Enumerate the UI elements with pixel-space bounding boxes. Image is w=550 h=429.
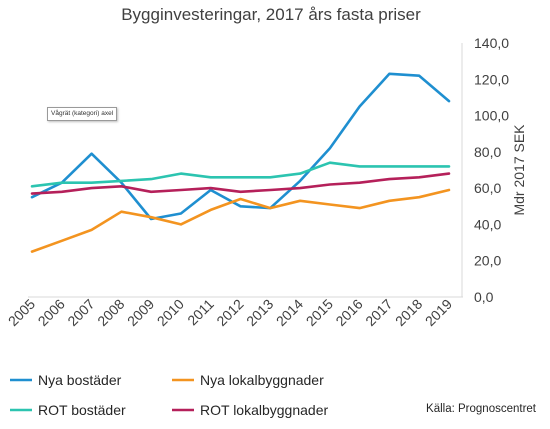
x-tick-label: 2008 — [94, 296, 127, 329]
chart-title: Bygginvesteringar, 2017 års fasta priser — [121, 5, 421, 24]
x-tick-label: 2019 — [422, 296, 455, 329]
y-tick-label: 60,0 — [474, 180, 501, 196]
legend: Nya bostäder Nya lokalbyggnader ROT bostäd… — [10, 372, 328, 418]
x-tick-label: 2017 — [362, 296, 395, 329]
x-tick-label: 2006 — [35, 296, 68, 329]
y-tick-label: 40,0 — [474, 216, 501, 232]
legend-label-0: Nya bostäder — [38, 372, 122, 388]
y-tick-label: 100,0 — [474, 108, 509, 124]
series-line-3 — [30, 172, 451, 195]
plot-area — [28, 43, 463, 298]
y-tick-label: 140,0 — [474, 35, 509, 51]
legend-label-2: ROT bostäder — [38, 402, 126, 418]
series-line-1 — [30, 188, 451, 253]
x-tick-label: 2013 — [243, 296, 276, 329]
series-line-2 — [30, 161, 451, 188]
y-axis-label: Mdr 2017 SEK — [511, 124, 527, 216]
x-tick-label: 2012 — [213, 296, 246, 329]
x-tick-label: 2015 — [303, 296, 336, 329]
source-note: Källa: Prognoscentret — [426, 403, 537, 415]
x-tick-label: 2010 — [154, 296, 187, 329]
x-tick-label: 2016 — [332, 296, 365, 329]
y-tick-label: 0,0 — [474, 289, 494, 305]
x-tick-label: 2018 — [392, 296, 425, 329]
y-tick-label: 80,0 — [474, 144, 501, 160]
axis-tooltip: Vågrät (kategori) axel — [47, 107, 118, 121]
x-tick-label: 2005 — [5, 296, 38, 329]
x-tick-label: 2009 — [124, 296, 157, 329]
legend-label-3: ROT lokalbyggnader — [200, 402, 328, 418]
y-axis-ticks: 0,0 20,0 40,0 60,0 80,0 100,0 120,0 140,0 — [474, 35, 509, 305]
y-tick-label: 120,0 — [474, 71, 509, 87]
x-tick-label: 2011 — [184, 296, 217, 329]
x-axis-ticks: 2005200620072008200920102011201220132014… — [5, 296, 455, 329]
legend-label-1: Nya lokalbyggnader — [200, 372, 324, 388]
x-tick-label: 2014 — [273, 296, 306, 329]
series-line-0 — [30, 72, 451, 221]
x-tick-label: 2007 — [64, 296, 97, 329]
y-tick-label: 20,0 — [474, 253, 501, 269]
